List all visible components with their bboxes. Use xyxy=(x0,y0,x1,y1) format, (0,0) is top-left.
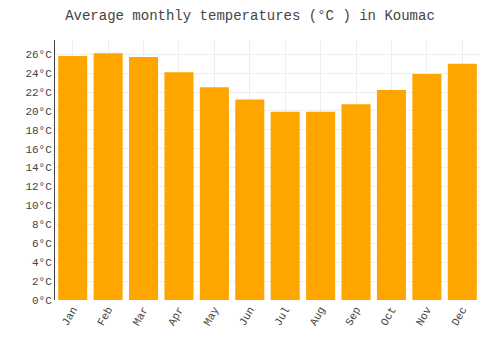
svg-text:4°C: 4°C xyxy=(32,257,52,269)
svg-text:2°C: 2°C xyxy=(32,276,52,288)
svg-text:Average monthly temperatures (: Average monthly temperatures (°C ) in Ko… xyxy=(65,8,435,24)
svg-text:20°C: 20°C xyxy=(25,106,52,118)
svg-text:14°C: 14°C xyxy=(25,162,52,174)
svg-text:May: May xyxy=(201,304,221,327)
svg-text:10°C: 10°C xyxy=(25,200,52,212)
svg-text:6°C: 6°C xyxy=(32,238,52,250)
svg-text:Oct: Oct xyxy=(379,305,399,328)
svg-text:Mar: Mar xyxy=(131,305,151,328)
svg-text:Feb: Feb xyxy=(95,305,115,328)
svg-text:Aug: Aug xyxy=(308,305,328,328)
svg-text:8°C: 8°C xyxy=(32,219,52,231)
svg-text:26°C: 26°C xyxy=(25,49,52,61)
svg-text:22°C: 22°C xyxy=(25,87,52,99)
svg-text:Apr: Apr xyxy=(166,305,186,328)
svg-text:Jun: Jun xyxy=(237,305,257,328)
svg-text:Jan: Jan xyxy=(60,305,80,328)
svg-text:Sep: Sep xyxy=(343,305,363,328)
svg-text:12°C: 12°C xyxy=(25,181,52,193)
svg-text:Jul: Jul xyxy=(272,305,292,328)
svg-text:18°C: 18°C xyxy=(25,125,52,137)
svg-text:Dec: Dec xyxy=(449,305,469,328)
svg-text:16°C: 16°C xyxy=(25,144,52,156)
svg-text:24°C: 24°C xyxy=(25,68,52,80)
svg-text:0°C: 0°C xyxy=(32,295,52,307)
svg-text:Nov: Nov xyxy=(414,304,434,327)
